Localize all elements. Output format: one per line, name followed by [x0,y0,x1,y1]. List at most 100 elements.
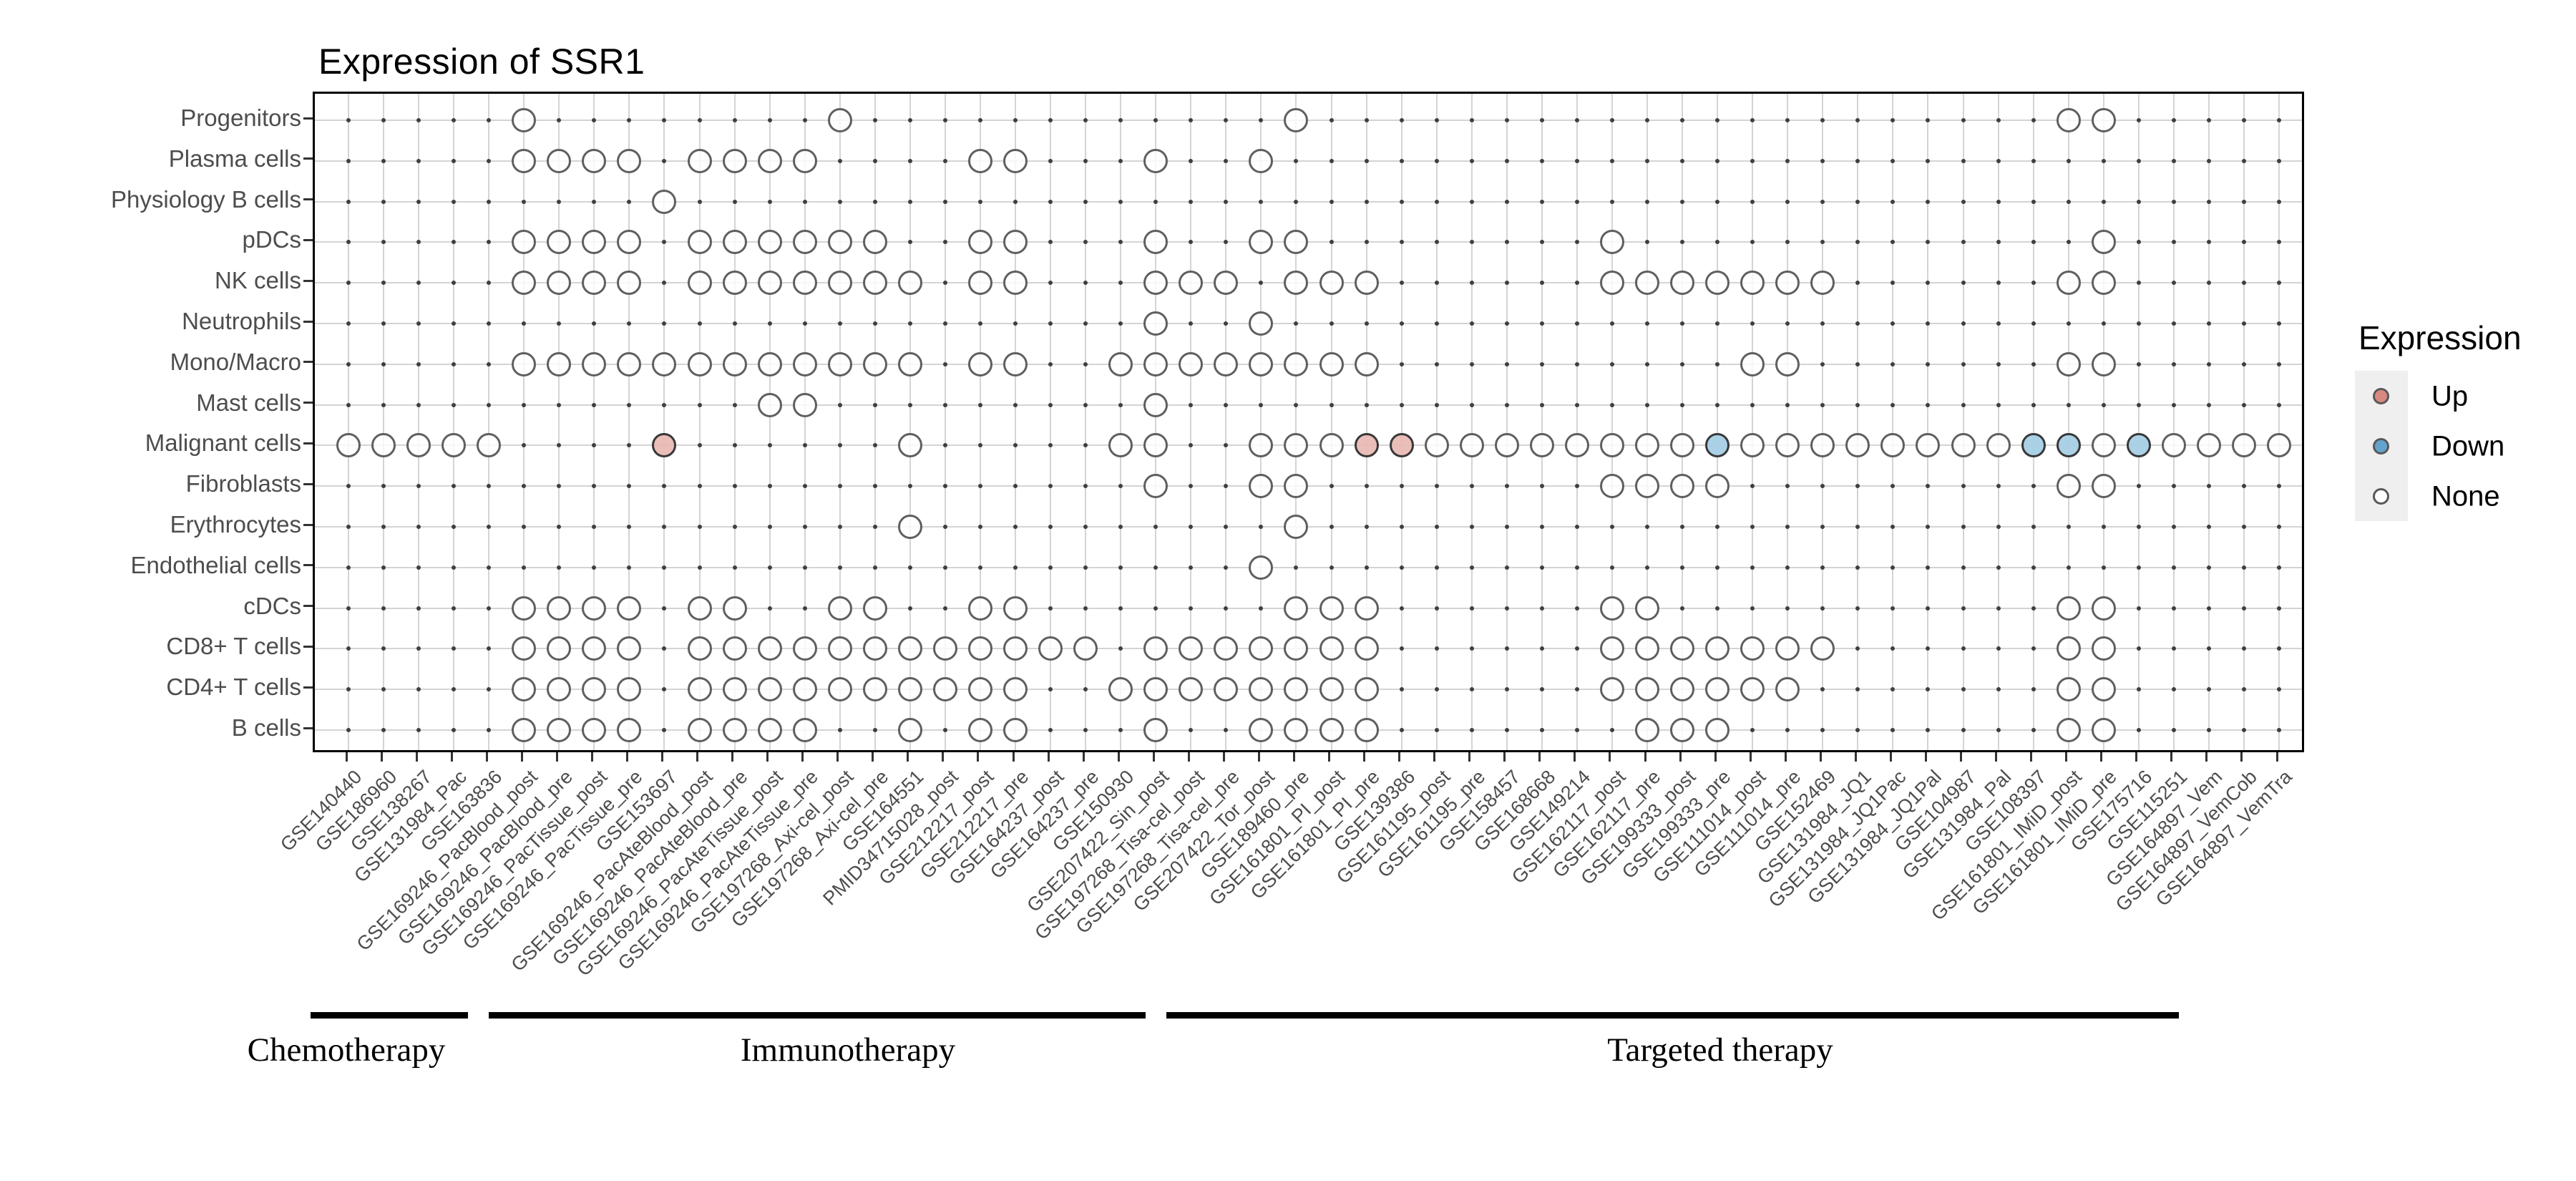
grid-dot [2171,199,2176,204]
grid-dot [1083,565,1088,570]
grid-dot [1224,606,1229,611]
grid-dot [2241,484,2246,489]
expression-circle-none [687,148,712,173]
grid-dot [1680,402,1685,407]
grid-dot [381,199,386,204]
expression-circle-none [1284,108,1309,132]
grid-dot [416,525,421,529]
expression-circle-none [1284,596,1309,621]
grid-dot [2277,728,2281,732]
grid-dot [1048,443,1053,448]
y-axis-tick [303,645,313,648]
grid-dot [2206,646,2211,651]
grid-dot [487,402,492,407]
grid-dot [1224,118,1229,122]
grid-dot [942,606,947,611]
grid-dot [1504,240,1509,245]
grid-dot [627,484,632,489]
expression-circle-none [2091,108,2116,132]
grid-dot [1750,402,1755,407]
grid-dot [2031,118,2036,122]
gridline-vertical [909,94,911,750]
grid-dot [522,525,527,529]
grid-dot [1574,646,1579,651]
grid-dot [802,484,807,489]
grid-dot [1118,240,1123,245]
expression-circle-none [1354,636,1379,661]
grid-dot [487,321,492,326]
gridline-vertical [1365,94,1367,750]
grid-dot [416,402,421,407]
row-label: cDCs [243,592,301,619]
grid-dot [381,687,386,692]
grid-dot [1434,281,1439,286]
grid-dot [2136,199,2141,204]
grid-dot [2136,240,2141,245]
grid-dot [1153,606,1158,611]
grid-dot [802,565,807,570]
expression-circle-none [757,636,782,661]
grid-dot [2171,525,2176,529]
grid-dot [1434,118,1439,122]
y-axis-tick [303,482,313,485]
grid-dot [2031,199,2036,204]
grid-dot [1083,687,1088,692]
grid-dot [2066,565,2071,570]
grid-dot [2136,565,2141,570]
grid-dot [627,525,632,529]
grid-dot [1750,321,1755,326]
grid-dot [1820,240,1825,245]
gridline-vertical [1155,94,1157,750]
grid-dot [977,402,982,407]
gridline-vertical [2102,94,2104,750]
grid-dot [907,484,912,489]
expression-circle-none [1354,718,1379,742]
x-axis-tick [555,752,558,762]
plot-panel [313,92,2304,752]
grid-dot [1996,118,2001,122]
grid-dot [1715,199,1720,204]
grid-dot [1189,402,1194,407]
y-axis-tick [303,117,313,120]
expression-circle-none [512,230,537,255]
grid-dot [1890,728,1896,732]
grid-dot [2277,687,2281,692]
grid-dot [1996,321,2001,326]
grid-dot [1750,606,1755,611]
grid-dot [802,199,807,204]
grid-dot [1890,158,1896,163]
grid-dot [1294,158,1299,163]
grid-dot [1609,525,1614,529]
grid-dot [1961,199,1966,204]
grid-dot [1083,361,1088,366]
row-label: Progenitors [180,105,301,131]
grid-dot [2031,281,2036,286]
grid-dot [557,118,562,122]
grid-dot [1715,118,1720,122]
grid-dot [592,199,597,204]
grid-dot [1399,646,1404,651]
expression-circle-none [1143,148,1169,173]
grid-dot [942,361,947,366]
gridline-vertical [1120,94,1122,750]
grid-dot [1961,646,1966,651]
grid-dot [2277,118,2281,122]
grid-dot [1539,646,1544,651]
expression-circle-none [1670,271,1695,296]
grid-dot [1645,402,1650,407]
expression-circle-none [897,718,922,742]
grid-dot [1259,118,1264,122]
expression-circle-none [547,148,572,173]
grid-dot [802,443,807,448]
y-axis-tick [303,361,313,364]
expression-circle-none [582,148,607,173]
grid-dot [977,443,982,448]
expression-circle-none [1319,271,1344,296]
expression-circle-none [2091,718,2116,742]
x-axis-tick [1960,752,1962,762]
expression-circle-none [1705,636,1730,661]
grid-dot [1469,646,1474,651]
grid-dot [1645,565,1650,570]
grid-dot [2241,158,2246,163]
grid-dot [942,199,947,204]
